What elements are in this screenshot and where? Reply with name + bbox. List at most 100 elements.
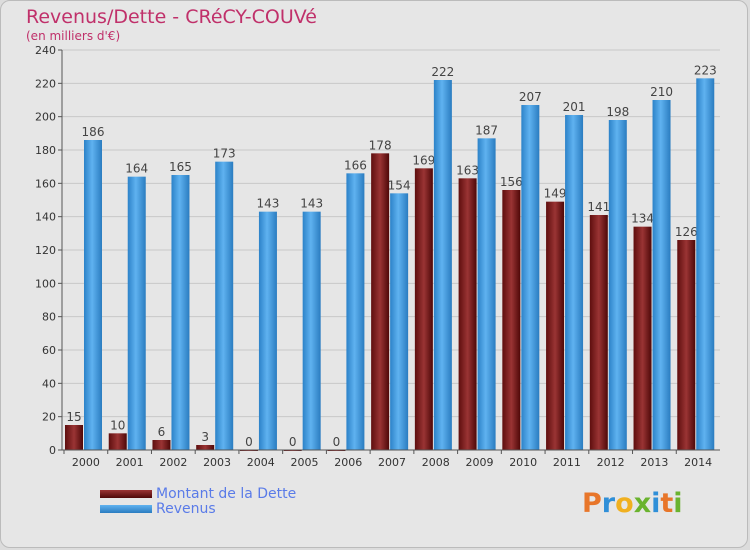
label-dette-2002: 6	[158, 425, 166, 439]
y-axis: 0 20 40 60 80 100 120 140 160 180 200 220 240	[35, 44, 63, 457]
chart-title: Revenus/Dette - CRéCY-COUVé	[26, 6, 317, 28]
x-tick-label-2013: 2013	[640, 456, 668, 469]
label-revenus-2001: 164	[125, 162, 148, 176]
x-axis: 2000 2001 2002 2003 2004 2005 2006 2007 2008 2009…	[62, 449, 720, 469]
bar-dette-2009	[458, 178, 477, 451]
label-dette-2008: 169	[412, 153, 435, 167]
y-tick-label: 180	[35, 144, 56, 157]
bar-revenus-2002	[171, 175, 190, 450]
label-dette-2012: 141	[587, 200, 610, 214]
legend: Montant de la Dette Revenus	[100, 485, 297, 517]
y-tick-label: 60	[42, 344, 56, 357]
y-tick-label: 100	[35, 277, 56, 290]
label-revenus-2009: 187	[475, 123, 498, 137]
x-tick-label-2012: 2012	[597, 456, 625, 469]
x-tick-label-2011: 2011	[553, 456, 581, 469]
bar-revenus-2000	[84, 140, 102, 450]
legend-label-revenus: Revenus	[156, 500, 216, 517]
bar-dette-2003	[196, 445, 215, 450]
label-dette-2014: 126	[675, 225, 698, 239]
label-dette-2005: 0	[289, 435, 297, 449]
bar-revenus-2011	[565, 115, 584, 450]
y-tick-label: 20	[42, 411, 56, 424]
bar-dette-2011	[546, 201, 565, 450]
bar-revenus-2007	[390, 193, 409, 451]
label-revenus-2002: 165	[169, 160, 192, 174]
bar-dette-2013	[633, 226, 652, 450]
legend-swatch-dette	[100, 489, 152, 498]
x-tick-label-2002: 2002	[159, 456, 187, 469]
label-revenus-2013: 210	[650, 85, 673, 99]
logo-letter: r	[601, 488, 616, 519]
label-revenus-2011: 201	[563, 100, 586, 114]
y-tick-label: 200	[35, 111, 56, 124]
bar-dette-2014	[677, 240, 696, 450]
x-tick-label-2010: 2010	[509, 456, 537, 469]
x-tick-label-2003: 2003	[203, 456, 231, 469]
logo-letter: i	[673, 488, 683, 519]
x-tick-label-2014: 2014	[684, 456, 712, 469]
x-tick-label-2009: 2009	[465, 456, 493, 469]
bar-revenus-2013	[652, 100, 671, 450]
label-revenus-2010: 207	[519, 90, 542, 104]
logo-letter: x	[633, 488, 652, 519]
logo-letter: i	[651, 488, 661, 519]
x-tick-label-2007: 2007	[378, 456, 406, 469]
bar-revenus-2005	[302, 211, 321, 450]
label-dette-2001: 10	[110, 418, 125, 432]
y-tick-label: 160	[35, 177, 56, 190]
chart-subtitle: (en milliers d'€)	[26, 29, 121, 43]
legend-swatch-revenus	[100, 504, 152, 513]
y-tick-label: 220	[35, 77, 56, 90]
bar-dette-2001	[108, 433, 127, 450]
bar-dette-2008	[414, 168, 433, 451]
bar-revenus-2009	[477, 138, 496, 451]
x-tick-label-2008: 2008	[422, 456, 450, 469]
label-revenus-2014: 223	[694, 63, 717, 77]
label-revenus-2012: 198	[606, 105, 629, 119]
bar-revenus-2006	[346, 173, 365, 451]
bar-dette-2002	[152, 440, 171, 450]
y-tick-label: 120	[35, 244, 56, 257]
y-tick-label: 140	[35, 211, 56, 224]
bar-revenus-2014	[696, 78, 715, 450]
label-dette-2004: 0	[245, 435, 253, 449]
label-dette-2010: 156	[500, 175, 523, 189]
y-tick-label: 240	[35, 44, 56, 57]
bar-dette-2012	[589, 215, 608, 450]
label-dette-2011: 149	[544, 187, 567, 201]
label-dette-2007: 178	[369, 138, 392, 152]
x-tick-label-2001: 2001	[116, 456, 144, 469]
bar-revenus-2008	[433, 80, 452, 450]
legend-item-revenus: Revenus	[100, 500, 296, 517]
bar-revenus-2003	[215, 161, 234, 450]
label-dette-2006: 0	[333, 435, 341, 449]
bar-dette-2007	[371, 153, 390, 451]
label-dette-2009: 163	[456, 163, 479, 177]
x-tick-label-2000: 2000	[72, 456, 100, 469]
legend-label-dette: Montant de la Dette	[156, 485, 297, 502]
logo-letter: o	[615, 488, 634, 519]
logo-letter: P	[582, 488, 602, 519]
legend-item-dette: Montant de la Dette	[100, 485, 297, 502]
proxiti-logo: Proxiti	[582, 488, 683, 519]
bar-revenus-2004	[258, 211, 277, 450]
bar-revenus-2001	[127, 176, 146, 450]
label-dette-2000: 15	[66, 410, 81, 424]
label-revenus-2004: 143	[256, 197, 279, 211]
y-tick-label: 40	[42, 377, 56, 390]
logo-letter: t	[660, 488, 674, 519]
x-tick-label-2004: 2004	[247, 456, 275, 469]
label-revenus-2007: 154	[388, 178, 411, 192]
label-revenus-2005: 143	[300, 197, 323, 211]
label-dette-2003: 3	[201, 430, 209, 444]
label-revenus-2003: 173	[213, 147, 236, 161]
label-dette-2013: 134	[631, 212, 654, 226]
y-tick-label: 80	[42, 311, 56, 324]
label-revenus-2008: 222	[431, 65, 454, 79]
bar-dette-2000	[65, 425, 83, 450]
label-revenus-2006: 166	[344, 158, 367, 172]
label-revenus-2000: 186	[82, 125, 105, 139]
